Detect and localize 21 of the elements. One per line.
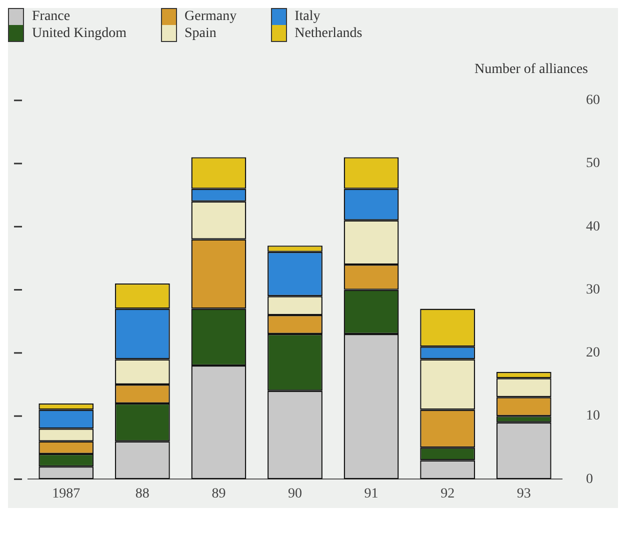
- x-tick-label: 93: [516, 486, 531, 502]
- legend-label: Italy: [294, 8, 322, 25]
- x-tick-label: 88: [135, 486, 150, 502]
- legend-label: Germany: [184, 8, 237, 25]
- legend-label: Netherlands: [294, 25, 362, 42]
- y-tick-label: 50: [586, 156, 600, 172]
- y-tick-label: 40: [586, 219, 600, 234]
- x-tick-label: 89: [212, 486, 226, 502]
- x-tick-label: 90: [288, 486, 302, 502]
- x-tick-label: 1987: [52, 486, 80, 502]
- y-tick-label: 30: [586, 282, 600, 298]
- y-axis-title: Number of alliances: [473, 62, 589, 78]
- y-tick-label: 20: [586, 346, 600, 361]
- legend-label: Spain: [184, 25, 218, 42]
- legend-label: United Kingdom: [32, 25, 126, 42]
- legend-label: France: [32, 8, 72, 25]
- y-tick-label: 10: [586, 408, 600, 424]
- x-tick-label: 92: [440, 486, 455, 502]
- x-tick-label: 91: [364, 486, 378, 502]
- y-tick-label: 0: [586, 472, 593, 487]
- y-tick-label: 60: [586, 93, 600, 108]
